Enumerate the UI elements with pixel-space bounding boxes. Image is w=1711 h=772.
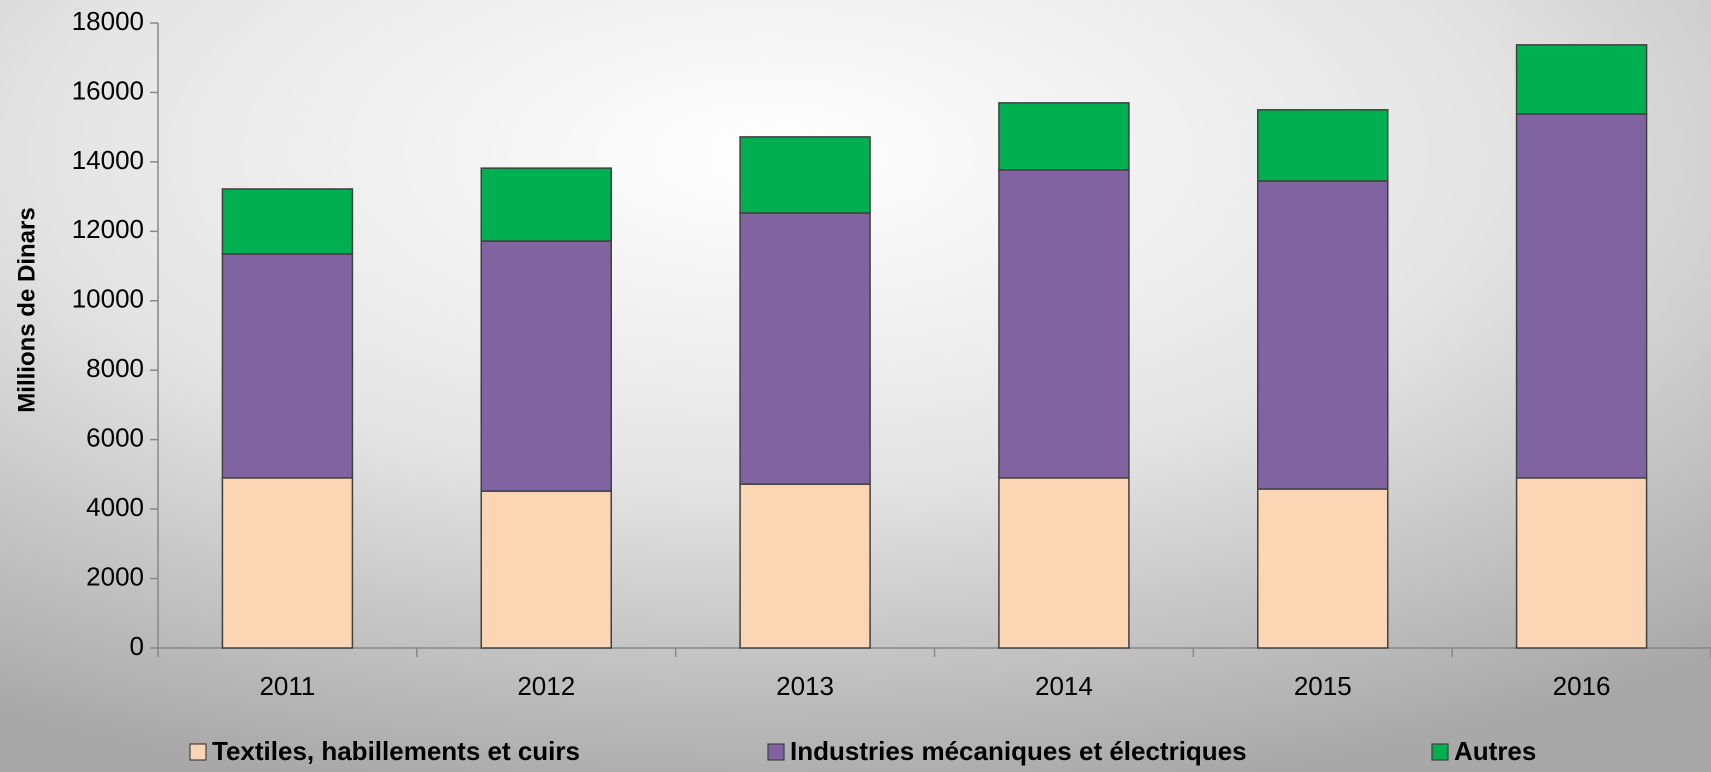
y-tick-label: 14000 (72, 145, 144, 175)
y-tick-label: 10000 (72, 284, 144, 314)
bar-segment (998, 102, 1130, 171)
bar-segment (221, 477, 354, 649)
bar-segment (480, 490, 612, 649)
y-tick-label: 2000 (86, 561, 144, 591)
legend-label: Industries mécaniques et électriques (790, 736, 1247, 766)
bar-segment (739, 483, 871, 649)
bar-segment (998, 169, 1130, 479)
legend-swatch (189, 743, 207, 761)
bar-segment (221, 253, 354, 479)
bar-segment (1257, 180, 1389, 490)
bar-segment (1257, 109, 1389, 182)
bar-segment (480, 167, 612, 242)
legend-swatch (1431, 743, 1449, 761)
x-tick-label: 2015 (1294, 671, 1352, 701)
legend-label: Autres (1454, 736, 1536, 766)
x-tick-label: 2012 (517, 671, 575, 701)
y-tick-label: 12000 (72, 214, 144, 244)
legend-swatch (767, 743, 785, 761)
bar-segment (1257, 488, 1389, 649)
y-tick-label: 6000 (86, 423, 144, 453)
y-tick-label: 4000 (86, 492, 144, 522)
y-axis-label: Millions de Dinars (13, 207, 40, 412)
legend-label: Textiles, habillements et cuirs (212, 736, 580, 766)
bar-segment (1515, 477, 1648, 649)
x-tick-label: 2014 (1035, 671, 1093, 701)
y-tick-label: 8000 (86, 353, 144, 383)
bar-segment (221, 188, 354, 255)
x-tick-label: 2013 (776, 671, 834, 701)
y-tick-label: 18000 (72, 6, 144, 36)
bar-segment (1515, 113, 1648, 479)
bar-segment (739, 136, 871, 214)
bar-segment (480, 240, 612, 492)
y-tick-label: 16000 (72, 75, 144, 105)
x-tick-label: 2016 (1553, 671, 1611, 701)
bar-segment (998, 477, 1130, 649)
bar-segment (739, 212, 871, 485)
bar-segment (1515, 44, 1648, 115)
y-tick-label: 0 (130, 631, 144, 661)
x-tick-label: 2011 (259, 671, 315, 701)
